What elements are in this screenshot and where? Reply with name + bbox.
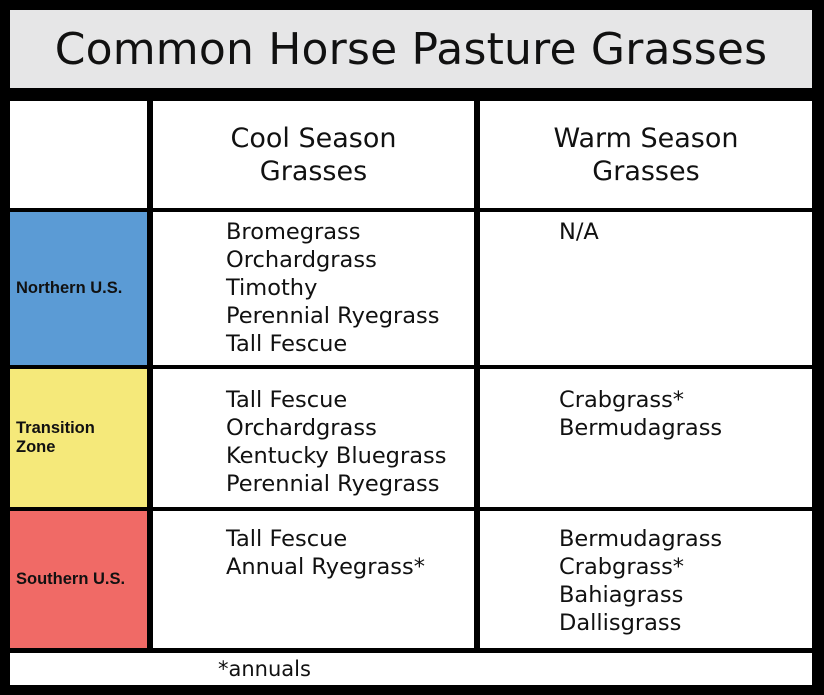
- header-warm-line-2: Grasses: [592, 155, 700, 187]
- warm-list-northern: N/A: [480, 212, 812, 365]
- cool-list-northern: Bromegrass Orchardgrass Timothy Perennia…: [153, 212, 474, 365]
- list-item: N/A: [559, 219, 599, 245]
- list-item: Dallisgrass: [559, 610, 682, 636]
- list-item: Crabgrass*: [559, 554, 685, 580]
- region-transition-label-1: Transition: [16, 419, 95, 437]
- region-transition-label-2: Zone: [16, 438, 56, 456]
- header-cool-line-2: Grasses: [259, 155, 368, 187]
- list-item: Bermudagrass: [559, 415, 723, 441]
- region-transition: Transition Zone: [10, 369, 147, 507]
- list-item: Perennial Ryegrass: [226, 303, 440, 329]
- warm-list-transition: Crabgrass* Bermudagrass: [480, 369, 812, 507]
- header-warm-line-1: Warm Season: [553, 122, 739, 154]
- list-item: Annual Ryegrass*: [226, 554, 425, 580]
- page-title: Common Horse Pasture Grasses: [54, 23, 768, 75]
- cool-list-transition: Tall Fescue Orchardgrass Kentucky Bluegr…: [153, 369, 474, 507]
- header-corner-cell: [10, 101, 147, 208]
- title-banner: Common Horse Pasture Grasses: [10, 10, 812, 88]
- list-item: Orchardgrass: [226, 247, 377, 273]
- list-item: Orchardgrass: [226, 415, 377, 441]
- list-item: Bromegrass: [226, 219, 361, 245]
- header-cool-season: Cool Season Grasses: [153, 101, 474, 208]
- list-item: Crabgrass*: [559, 387, 685, 413]
- footnote-row: *annuals: [10, 653, 812, 685]
- list-item: Perennial Ryegrass: [226, 471, 440, 497]
- header-warm-season: Warm Season Grasses: [480, 101, 812, 208]
- warm-list-southern: Bermudagrass Crabgrass* Bahiagrass Dalli…: [480, 511, 812, 648]
- region-southern-label: Southern U.S.: [16, 570, 126, 588]
- list-item: Kentucky Bluegrass: [226, 443, 447, 469]
- list-item: Timothy: [226, 275, 318, 301]
- header-cool-line-1: Cool Season: [230, 122, 397, 154]
- list-item: Tall Fescue: [226, 331, 348, 357]
- list-item: Tall Fescue: [226, 526, 348, 552]
- list-item: Bermudagrass: [559, 526, 723, 552]
- region-northern: Northern U.S.: [10, 212, 147, 365]
- list-item: Bahiagrass: [559, 582, 684, 608]
- region-northern-label: Northern U.S.: [16, 279, 123, 297]
- region-southern: Southern U.S.: [10, 511, 147, 648]
- footnote: *annuals: [218, 657, 311, 681]
- cool-list-southern: Tall Fescue Annual Ryegrass*: [153, 511, 474, 648]
- list-item: Tall Fescue: [226, 387, 348, 413]
